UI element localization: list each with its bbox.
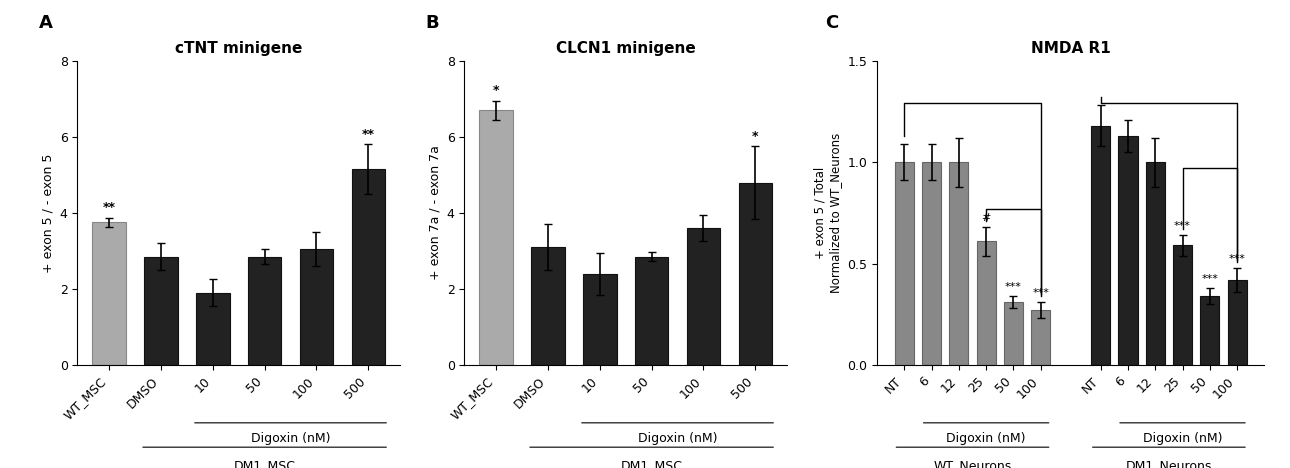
Bar: [686, 228, 720, 365]
Bar: [1118, 136, 1138, 365]
Bar: [144, 256, 178, 365]
Bar: [92, 222, 126, 365]
Bar: [977, 241, 996, 365]
Y-axis label: + exon 7a / - exon 7a: + exon 7a / - exon 7a: [428, 146, 441, 280]
Y-axis label: + exon 5 / - exon 5: + exon 5 / - exon 5: [41, 153, 54, 273]
Bar: [949, 162, 969, 365]
Text: DM1_MSC: DM1_MSC: [620, 460, 682, 468]
Text: #: #: [982, 213, 991, 223]
Text: Digoxin (nM): Digoxin (nM): [947, 432, 1026, 445]
Text: B: B: [426, 14, 440, 32]
Bar: [196, 293, 230, 365]
Bar: [299, 249, 333, 365]
Bar: [583, 274, 617, 365]
Text: Digoxin (nM): Digoxin (nM): [1143, 432, 1222, 445]
Bar: [738, 183, 773, 365]
Bar: [922, 162, 942, 365]
Bar: [351, 169, 386, 365]
Text: ***: ***: [1032, 288, 1049, 298]
Bar: [1200, 296, 1219, 365]
Bar: [248, 256, 281, 365]
Text: ***: ***: [1228, 254, 1246, 263]
Y-axis label: + exon 5 / Total
Normalized to WT_Neurons: + exon 5 / Total Normalized to WT_Neuron…: [814, 133, 842, 293]
Text: ***: ***: [1174, 221, 1191, 231]
Text: *: *: [493, 84, 499, 97]
Bar: [1146, 162, 1165, 365]
Text: Digoxin (nM): Digoxin (nM): [637, 432, 717, 445]
Text: **: **: [362, 128, 375, 141]
Bar: [1091, 126, 1111, 365]
Text: Digoxin (nM): Digoxin (nM): [250, 432, 330, 445]
Text: **: **: [102, 201, 115, 214]
Bar: [895, 162, 913, 365]
Text: ***: ***: [1201, 274, 1218, 284]
Bar: [1004, 302, 1023, 365]
Text: *: *: [752, 130, 759, 143]
Bar: [531, 247, 565, 365]
Text: DM1_Neurons: DM1_Neurons: [1126, 460, 1213, 468]
Title: CLCN1 minigene: CLCN1 minigene: [556, 41, 695, 56]
Text: ***: ***: [1005, 282, 1022, 292]
Bar: [635, 256, 668, 365]
Bar: [1228, 280, 1246, 365]
Bar: [1173, 245, 1192, 365]
Bar: [1031, 310, 1050, 365]
Text: WT_Neurons: WT_Neurons: [934, 460, 1011, 468]
Title: NMDA R1: NMDA R1: [1031, 41, 1111, 56]
Bar: [479, 110, 513, 365]
Title: cTNT minigene: cTNT minigene: [175, 41, 302, 56]
Text: A: A: [39, 14, 53, 32]
Text: C: C: [826, 14, 838, 32]
Text: DM1_MSC: DM1_MSC: [233, 460, 295, 468]
